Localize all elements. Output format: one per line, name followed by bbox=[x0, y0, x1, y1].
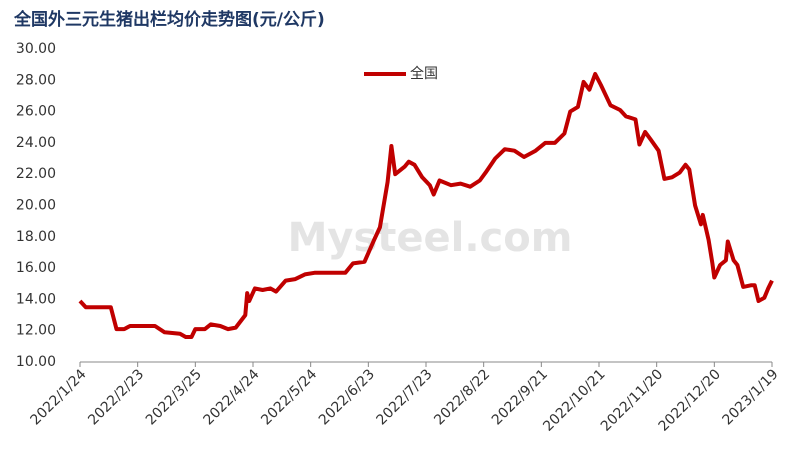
x-tick-label: 2022/12/20 bbox=[656, 366, 724, 434]
line bbox=[78, 72, 774, 339]
x-tick-label: 2022/4/24 bbox=[201, 366, 263, 428]
y-tick-label: 14.00 bbox=[16, 291, 56, 307]
x-tick-label: 2022/2/23 bbox=[85, 366, 147, 428]
y-tick-label: 20.00 bbox=[16, 198, 56, 214]
x-tick-label: 2022/9/21 bbox=[489, 366, 551, 428]
x-tick-label: 2022/7/23 bbox=[374, 366, 436, 428]
x-tick-label: 2022/5/24 bbox=[258, 366, 320, 428]
legend-label: 全国 bbox=[410, 65, 438, 82]
y-tick-label: 22.00 bbox=[16, 166, 56, 182]
y-tick-label: 10.00 bbox=[16, 354, 56, 370]
y-tick-label: 26.00 bbox=[16, 104, 56, 120]
x-tick-label: 2022/8/22 bbox=[431, 366, 493, 428]
y-tick-label: 30.00 bbox=[16, 41, 56, 57]
y-tick-label: 18.00 bbox=[16, 229, 56, 245]
y-tick-label: 28.00 bbox=[16, 72, 56, 88]
x-tick-label: 2023/1/19 bbox=[720, 366, 782, 428]
x-tick-label: 2022/3/25 bbox=[143, 366, 205, 428]
chart-title: 全国外三元生猪出栏均价走势图(元/公斤) bbox=[13, 9, 325, 30]
x-tick-label: 2022/1/24 bbox=[28, 366, 90, 428]
y-tick-label: 24.00 bbox=[16, 135, 56, 151]
y-tick-label: 16.00 bbox=[16, 260, 56, 276]
watermark: Mysteel.com bbox=[288, 215, 573, 261]
y-tick-label: 12.00 bbox=[16, 323, 56, 339]
x-tick-label: 2022/6/23 bbox=[316, 366, 378, 428]
